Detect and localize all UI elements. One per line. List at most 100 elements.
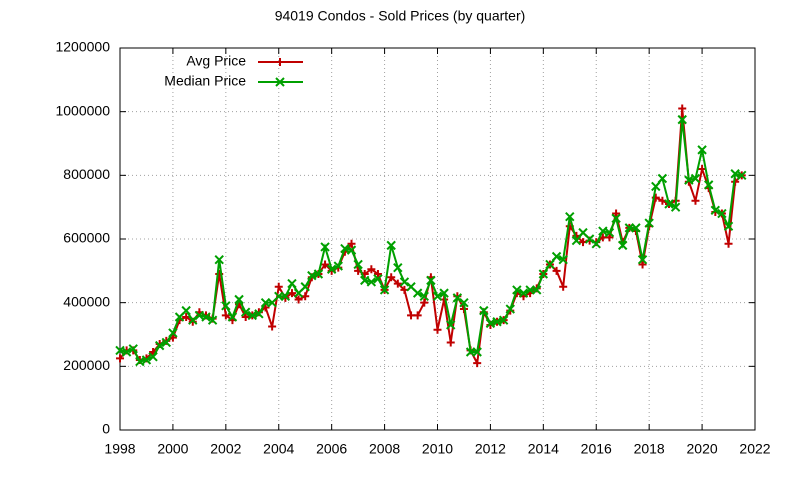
data-point <box>690 173 701 184</box>
data-point <box>426 275 436 286</box>
data-point <box>148 352 158 362</box>
y-tick-label: 1200000 <box>55 39 110 55</box>
data-point <box>227 312 238 322</box>
x-tick-label: 2016 <box>581 441 612 457</box>
data-point <box>154 340 165 351</box>
data-point <box>571 235 582 246</box>
data-point <box>320 242 330 252</box>
data-point <box>512 285 522 295</box>
data-point <box>221 301 231 311</box>
y-tick-label: 600000 <box>63 230 110 246</box>
plot-frame <box>119 47 756 431</box>
data-point <box>141 355 152 365</box>
data-point <box>194 310 205 321</box>
legend-label: Avg Price <box>186 53 246 69</box>
data-point <box>664 199 674 209</box>
y-tick-label: 800000 <box>63 166 110 182</box>
data-point <box>473 359 482 368</box>
data-point <box>703 180 714 190</box>
data-point <box>168 328 178 338</box>
data-point <box>294 295 303 304</box>
data-point <box>591 239 601 249</box>
data-point <box>366 277 377 287</box>
data-point <box>115 345 125 356</box>
legend-marker <box>275 77 285 87</box>
data-point <box>638 260 647 269</box>
data-point <box>446 338 455 347</box>
data-point <box>321 260 330 269</box>
data-point <box>254 309 264 319</box>
data-point <box>188 315 198 325</box>
data-point <box>221 311 230 320</box>
data-point <box>240 307 251 317</box>
data-point <box>280 291 291 302</box>
data-point <box>611 213 621 224</box>
data-point <box>452 293 463 303</box>
x-tick-label: 2014 <box>528 441 559 457</box>
data-point <box>268 322 277 331</box>
data-point <box>565 212 575 222</box>
data-point <box>558 254 568 265</box>
data-point <box>637 254 648 265</box>
data-point <box>313 269 324 279</box>
data-point <box>234 294 244 305</box>
data-point <box>241 312 250 321</box>
y-tick-label: 0 <box>102 421 110 437</box>
data-point <box>552 266 561 275</box>
data-point <box>413 311 422 320</box>
data-point <box>432 291 443 302</box>
data-point <box>393 279 402 288</box>
y-tick-label: 200000 <box>63 357 110 373</box>
data-point <box>161 337 172 348</box>
data-point <box>717 208 727 219</box>
data-point <box>207 315 218 325</box>
x-tick-label: 2000 <box>157 441 188 457</box>
data-point <box>346 245 357 255</box>
data-point <box>420 298 429 307</box>
data-point <box>485 318 496 329</box>
data-point <box>505 304 515 314</box>
x-tick-label: 2002 <box>210 441 241 457</box>
data-point <box>247 310 257 321</box>
data-point <box>737 170 747 181</box>
data-point <box>604 227 615 238</box>
data-point <box>307 270 317 281</box>
data-point <box>618 240 628 251</box>
data-point <box>598 226 608 236</box>
data-point <box>644 218 654 228</box>
data-point <box>697 145 707 155</box>
data-point <box>439 288 449 298</box>
data-point <box>367 265 376 274</box>
data-point <box>373 270 382 279</box>
data-point <box>532 285 542 295</box>
x-tick-label: 1998 <box>104 441 135 457</box>
x-tick-label: 2004 <box>263 441 294 457</box>
data-point <box>387 273 396 282</box>
data-point <box>135 356 145 367</box>
data-point <box>446 320 456 330</box>
data-point <box>479 305 489 316</box>
data-point <box>459 297 469 308</box>
x-tick-label: 2022 <box>739 441 770 457</box>
data-point <box>472 347 482 357</box>
data-point <box>214 254 224 265</box>
data-point <box>116 354 124 363</box>
data-point <box>373 274 383 284</box>
data-point <box>545 259 555 270</box>
data-point <box>631 223 641 233</box>
data-point <box>347 239 356 248</box>
x-tick-label: 2018 <box>634 441 665 457</box>
data-point <box>399 277 410 287</box>
y-tick-label: 1000000 <box>55 102 110 118</box>
data-point <box>498 315 509 325</box>
x-tick-label: 2006 <box>316 441 347 457</box>
data-point <box>333 261 343 271</box>
data-point <box>518 288 529 298</box>
data-point <box>691 196 700 205</box>
y-tick-label: 400000 <box>63 293 110 309</box>
data-point <box>128 344 138 354</box>
data-point <box>551 251 562 262</box>
data-point <box>677 114 687 125</box>
legend-label: Median Price <box>164 73 246 89</box>
